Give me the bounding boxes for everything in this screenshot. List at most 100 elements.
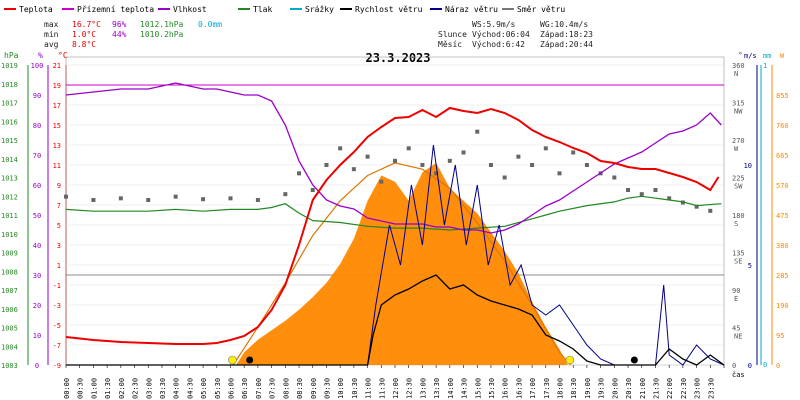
pressure-line [65, 195, 722, 231]
time-tick-label: 04:30 [186, 378, 194, 399]
time-tick-label: 05:00 [200, 378, 208, 399]
ms-tick: 0 [748, 362, 752, 370]
wind-direction-dot [543, 146, 548, 151]
time-tick-label: 02:00 [118, 378, 126, 399]
dir-name: E [734, 295, 738, 303]
wind-direction-dot [571, 150, 576, 155]
stats-moon-label: Měsíc [438, 40, 462, 49]
wind-direction-dot [557, 171, 562, 176]
time-tick-label: 00:30 [77, 378, 85, 399]
time-tick-label: 13:30 [433, 378, 441, 399]
wind-direction-dot [488, 163, 493, 167]
wind-direction-dot [297, 171, 302, 176]
time-tick-label: 03:30 [159, 378, 167, 399]
wm2-tick: 95 [776, 332, 784, 340]
wind-speed-line [66, 274, 725, 366]
wind-direction-dot [365, 154, 370, 159]
time-tick-label: 18:30 [570, 378, 578, 399]
pct-tick: 60 [33, 182, 41, 190]
hpa-tick: 1019 [1, 62, 18, 70]
stats-min-label: min [44, 30, 59, 39]
time-tick-label: 19:30 [598, 378, 606, 399]
pct-tick: 20 [33, 302, 41, 310]
stats-wg: WG:10.4m/s [540, 20, 588, 29]
mm-tick-0: 0 [763, 361, 767, 369]
stats-max-label: max [44, 20, 59, 29]
wind-direction-dot [530, 163, 535, 167]
hpa-tick: 1003 [1, 362, 18, 370]
time-tick-label: 19:00 [584, 378, 592, 399]
sunset-icon [565, 355, 575, 365]
time-tick-label: 14:00 [447, 378, 455, 399]
temperature-line [65, 106, 720, 345]
wind-direction-dot [338, 146, 343, 151]
dir-name: NE [734, 333, 742, 341]
chart-axes: hPa% °C1019101810171016101510141013101210… [1, 51, 789, 399]
temp-tick: 7 [57, 202, 61, 210]
time-tick-label: 09:30 [323, 378, 331, 399]
temp-tick: 19 [53, 82, 61, 90]
time-tick-label: 11:00 [365, 378, 373, 399]
temp-tick: 13 [53, 142, 61, 150]
wind-direction-dot [393, 158, 397, 163]
temp-tick: 5 [57, 222, 61, 230]
time-tick-label: 17:00 [529, 378, 537, 399]
stats-min-hum: 44% [112, 30, 127, 39]
moonset-icon [630, 356, 638, 364]
hpa-unit-label: hPa [4, 51, 19, 60]
pct-tick: 0 [35, 362, 39, 370]
pct-unit-label: % [38, 51, 43, 60]
temp-tick: 11 [53, 162, 61, 170]
hpa-tick: 1015 [1, 137, 18, 145]
wind-direction-dot [612, 175, 617, 180]
time-tick-label: 06:30 [241, 378, 249, 399]
stats-max-press: 1012.1hPa [140, 20, 184, 29]
wind-direction-dot [64, 194, 68, 199]
dir-tick: 315 [732, 100, 745, 108]
wind-direction-dot [379, 179, 384, 184]
time-tick-label: 03:00 [145, 378, 153, 399]
solar-radiation-area [66, 162, 724, 365]
dir-name: N [734, 70, 738, 78]
time-tick-label: 10:30 [351, 378, 359, 399]
time-tick-label: 09:00 [310, 378, 318, 399]
wind-direction-dot [255, 198, 260, 202]
wm2-tick: 0 [776, 362, 780, 370]
hpa-tick: 1004 [1, 343, 18, 351]
stats-min-press: 1010.2hPa [140, 30, 184, 39]
legend-label-5: Rychlost větru [355, 5, 423, 14]
pct-tick: 100 [31, 62, 44, 70]
wm2-tick: 190 [776, 302, 789, 310]
dir-tick: 360 [732, 62, 745, 70]
moonrise-icon [246, 356, 254, 364]
time-tick-label: 20:00 [611, 378, 619, 399]
wind-direction-dot [118, 196, 123, 201]
stats-min-temp: 1.0°C [72, 30, 96, 39]
wind-direction-dot [434, 171, 439, 176]
wind-direction-dot [626, 188, 631, 192]
time-tick-label: 00:00 [63, 378, 71, 399]
pct-tick: 70 [33, 152, 41, 160]
wm2-unit-label: W [780, 52, 785, 60]
wind-direction-dot [502, 175, 507, 180]
legend-label-7: Směr větru [517, 5, 565, 14]
wind-direction-dot [667, 196, 672, 201]
time-tick-label: 06:00 [228, 378, 236, 399]
wind-direction-dot [228, 196, 233, 201]
stats-avg-temp: 8.8°C [72, 40, 96, 49]
dir-tick: 225 [732, 175, 745, 183]
wind-direction-dot [91, 198, 96, 202]
time-tick-label: 21:30 [652, 378, 660, 399]
plot-area [64, 82, 725, 366]
time-tick-label: 22:30 [680, 378, 688, 399]
hpa-tick: 1017 [1, 100, 18, 108]
dir-tick: 180 [732, 212, 745, 220]
pct-tick: 50 [33, 212, 41, 220]
ms-unit-label: m/s [744, 52, 757, 60]
wind-direction-dot [283, 192, 288, 197]
wm2-tick: 285 [776, 272, 789, 280]
temp-tick: 3 [57, 242, 61, 250]
wind-direction-dot [653, 188, 658, 192]
wind-direction-dot [694, 204, 699, 209]
